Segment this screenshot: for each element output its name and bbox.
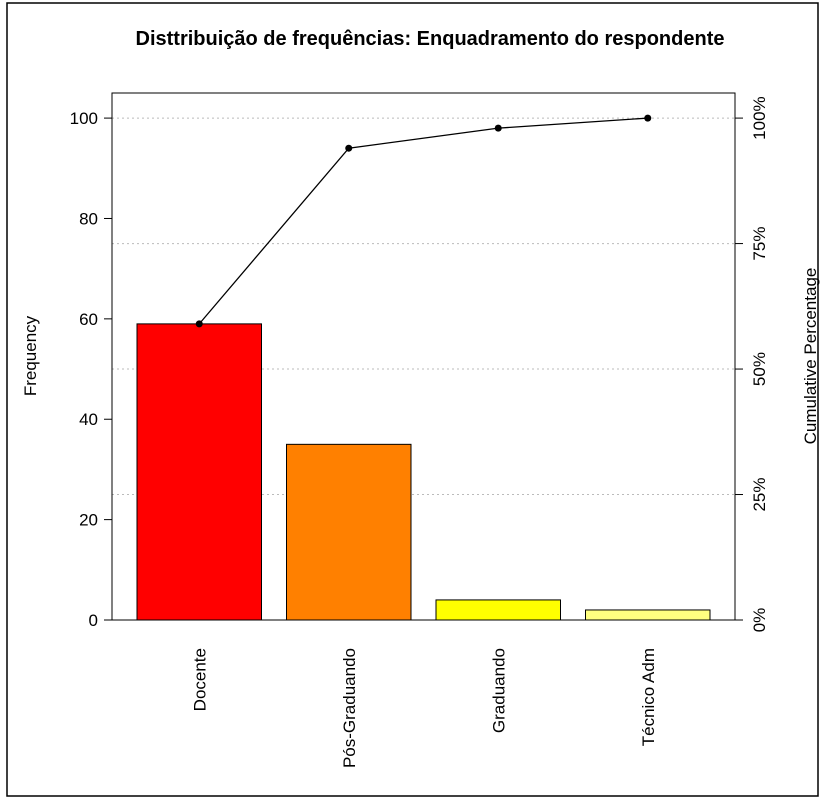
- x-tick-label: Pós-Graduando: [340, 648, 359, 768]
- y2-axis-label: Cumulative Percentage: [801, 268, 820, 445]
- y-tick-label: 80: [79, 209, 98, 228]
- y2-tick-label: 25%: [750, 478, 769, 512]
- cumulative-point: [195, 320, 203, 328]
- bar: [136, 323, 262, 621]
- frame: [6, 2, 819, 797]
- chart-title: Disttribuição de frequências: Enquadrame…: [136, 28, 725, 50]
- y-tick-label: 20: [79, 511, 98, 530]
- bar: [585, 609, 711, 621]
- cumulative-line: [198, 117, 648, 325]
- y-tick-label: 40: [79, 410, 98, 429]
- bar: [286, 443, 412, 621]
- plot-box: [111, 92, 736, 621]
- bar: [435, 599, 561, 621]
- y2-tick-label: 100%: [750, 96, 769, 139]
- y-tick-label: 0: [89, 611, 98, 630]
- x-tick-label: Técnico Adm: [639, 648, 658, 746]
- y-axis-label: Frequency: [21, 315, 40, 396]
- x-tick-label: Graduando: [489, 648, 508, 733]
- y2-tick-label: 50%: [750, 352, 769, 386]
- cumulative-point: [494, 124, 502, 132]
- y-tick-label: 60: [79, 310, 98, 329]
- cumulative-point: [345, 144, 353, 152]
- y-tick-label: 100: [70, 109, 98, 128]
- cumulative-point: [644, 114, 652, 122]
- x-tick-label: Docente: [190, 648, 209, 711]
- y2-tick-label: 75%: [750, 227, 769, 261]
- y2-tick-label: 0%: [750, 608, 769, 633]
